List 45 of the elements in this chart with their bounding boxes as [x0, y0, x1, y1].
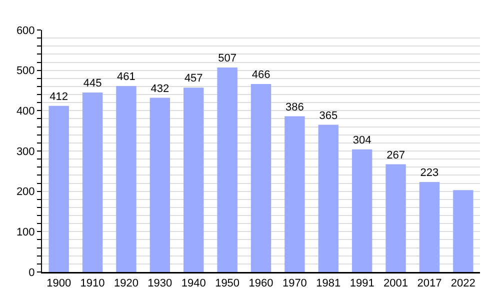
x-tick-label: 2022	[450, 278, 476, 290]
data-label: 304	[352, 134, 372, 146]
bar	[250, 84, 272, 272]
data-label: 267	[386, 149, 405, 162]
y-tick-label: 600	[16, 24, 35, 37]
y-tick-label: 500	[16, 65, 35, 78]
bar	[318, 124, 338, 272]
y-tick-label: 200	[16, 186, 35, 198]
x-tick-label: 1981	[316, 278, 341, 290]
data-label: 223	[420, 167, 439, 180]
bar	[150, 98, 170, 272]
data-label: 457	[184, 72, 203, 85]
bar	[284, 116, 305, 272]
bar	[352, 149, 372, 272]
x-tick-label: 1920	[114, 278, 138, 290]
y-tick-label: 0	[28, 266, 35, 279]
bar	[116, 86, 136, 272]
x-tick-label: 1910	[80, 278, 105, 290]
data-label: 432	[150, 82, 170, 95]
data-label: 507	[218, 52, 236, 65]
data-label: 466	[252, 69, 270, 82]
data-label: 365	[319, 110, 338, 122]
x-tick-label: 1950	[215, 278, 240, 290]
y-tick-label: 100	[16, 226, 35, 239]
data-label: 445	[83, 78, 102, 90]
x-tick-label: 1970	[282, 278, 307, 290]
bar	[48, 106, 69, 272]
x-tick-label: 1900	[46, 278, 72, 290]
y-tick-label: 300	[16, 146, 35, 158]
x-tick-label: 1991	[350, 278, 374, 290]
data-label: 412	[50, 90, 68, 103]
bar	[453, 190, 474, 272]
bar	[386, 164, 406, 272]
bar	[419, 182, 440, 272]
data-label: 461	[117, 71, 136, 84]
bar	[184, 88, 204, 272]
x-tick-label: 2017	[417, 278, 442, 290]
x-tick-label: 1940	[181, 278, 206, 290]
y-tick-label: 400	[16, 106, 35, 118]
x-tick-label: 2001	[384, 278, 408, 290]
x-tick-label: 1960	[248, 278, 274, 290]
data-label: 386	[286, 101, 304, 114]
x-tick-label: 1930	[148, 278, 172, 290]
bar	[217, 68, 238, 272]
bar	[82, 92, 103, 272]
